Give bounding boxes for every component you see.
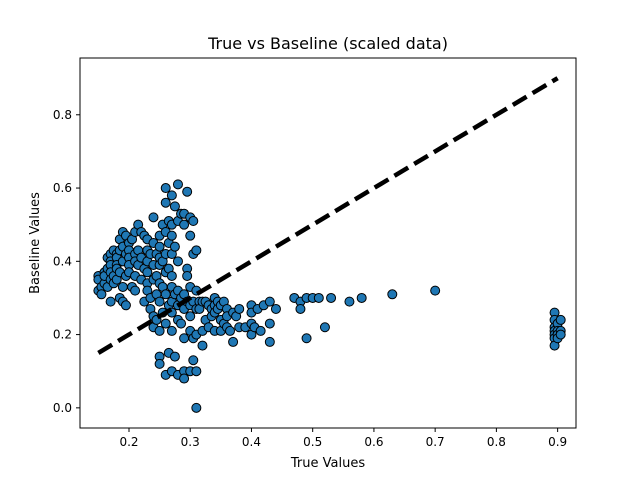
scatter-point: [154, 241, 165, 252]
y-tick-label: 0.4: [53, 254, 72, 268]
x-tick-label: 0.6: [364, 435, 383, 449]
scatter-point: [326, 292, 337, 303]
scatter-point: [160, 289, 171, 300]
scatter-point: [185, 311, 196, 322]
plot-frame: [79, 57, 577, 429]
scatter-points: [93, 179, 566, 413]
x-tick-label: 0.5: [303, 435, 322, 449]
reference-line: [97, 76, 559, 355]
scatter-point: [387, 289, 398, 300]
scatter-point: [169, 241, 180, 252]
scatter-point: [295, 303, 306, 314]
y-tick-label: 0.0: [53, 401, 72, 415]
scatter-point: [191, 366, 202, 377]
x-tick-label: 0.3: [181, 435, 200, 449]
scatter-point: [182, 270, 193, 281]
scatter-point: [96, 289, 107, 300]
scatter-point: [130, 285, 141, 296]
scatter-point: [197, 340, 208, 351]
scatter-point: [166, 270, 177, 281]
scatter-point: [264, 296, 275, 307]
x-axis-label: True Values: [290, 456, 365, 471]
x-tick-label: 0.7: [426, 435, 445, 449]
x-tick-label: 0.2: [119, 435, 138, 449]
scatter-point: [154, 358, 165, 369]
scatter-point: [105, 296, 116, 307]
scatter-point: [313, 292, 324, 303]
scatter-point: [160, 197, 171, 208]
scatter-point: [166, 325, 177, 336]
scatter-point: [319, 322, 330, 333]
scatter-point: [172, 179, 183, 190]
x-tick-label: 0.4: [242, 435, 261, 449]
scatter-point: [142, 267, 153, 278]
y-tick-label: 0.8: [53, 108, 72, 122]
scatter-point: [169, 201, 180, 212]
scatter-point: [188, 355, 199, 366]
scatter-point: [166, 190, 177, 201]
scatter-point: [555, 314, 566, 325]
scatter-point: [179, 219, 190, 230]
y-axis-label: Baseline Values: [28, 192, 43, 294]
scatter-point: [179, 373, 190, 384]
scatter-point: [228, 336, 239, 347]
scatter-point: [148, 212, 159, 223]
scatter-point: [160, 183, 171, 194]
scatter-point: [185, 230, 196, 241]
scatter-point: [154, 325, 165, 336]
x-axis-ticks: 0.2 0.3 0.4 0.5 0.6 0.7 0.8 0.9: [119, 428, 567, 449]
scatter-point: [264, 336, 275, 347]
scatter-point: [176, 318, 187, 329]
scatter-point: [234, 303, 245, 314]
scatter-point: [169, 351, 180, 362]
scatter-point: [154, 296, 165, 307]
scatter-point: [160, 318, 171, 329]
y-tick-label: 0.2: [53, 328, 72, 342]
scatter-point: [555, 329, 566, 340]
y-tick-label: 0.6: [53, 181, 72, 195]
scatter-point: [301, 333, 312, 344]
scatter-point: [172, 256, 183, 267]
scatter-point: [188, 216, 199, 227]
chart-title: True vs Baseline (scaled data): [207, 34, 448, 53]
scatter-point: [225, 325, 236, 336]
scatter-point: [182, 186, 193, 197]
scatter-point: [255, 325, 266, 336]
scatter-point: [264, 318, 275, 329]
scatter-point: [191, 245, 202, 256]
scatter-point: [120, 300, 131, 311]
scatter-point: [430, 285, 441, 296]
scatter-point: [191, 402, 202, 413]
scatter-point: [356, 292, 367, 303]
x-tick-label: 0.8: [487, 435, 506, 449]
y-axis-ticks: 0.0 0.2 0.4 0.6 0.8: [53, 108, 80, 415]
scatter-point: [344, 296, 355, 307]
scatter-point: [179, 333, 190, 344]
x-tick-label: 0.9: [548, 435, 567, 449]
scatter-point: [166, 230, 177, 241]
scatter-point: [270, 303, 281, 314]
scatter-point: [117, 281, 128, 292]
